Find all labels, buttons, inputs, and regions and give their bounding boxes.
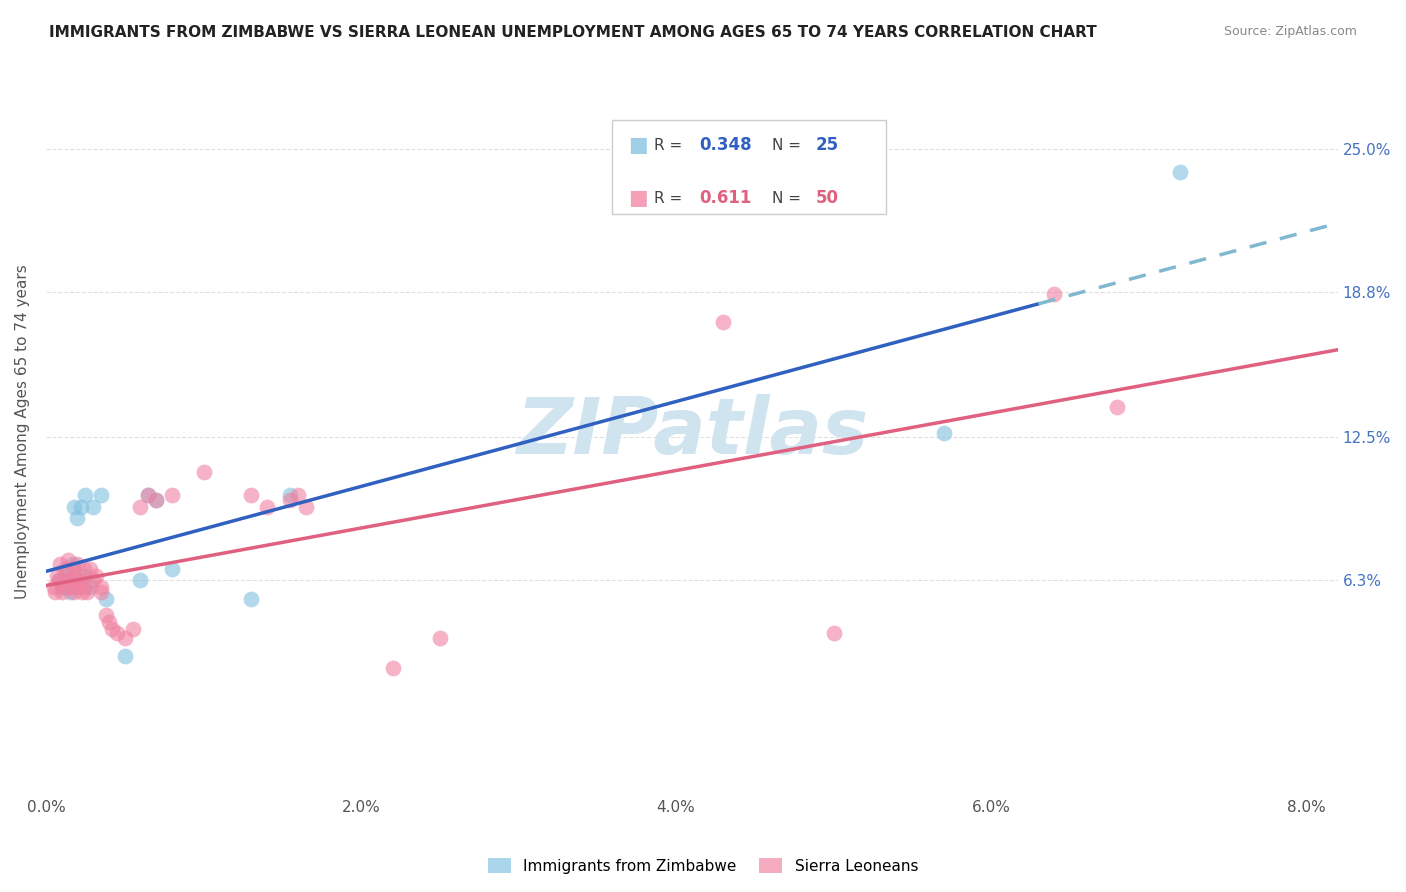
Point	[59, 584, 82, 599]
Text: Source: ZipAtlas.com: Source: ZipAtlas.com	[1223, 25, 1357, 38]
Point	[138, 488, 160, 502]
Point	[55, 580, 77, 594]
Point	[295, 500, 318, 514]
Point	[49, 557, 72, 571]
Text: 0.348: 0.348	[699, 136, 751, 154]
Text: 50: 50	[815, 189, 838, 207]
Point	[90, 488, 112, 502]
Point	[82, 574, 104, 588]
Point	[62, 562, 84, 576]
Text: 25: 25	[815, 136, 838, 154]
Text: 0.611: 0.611	[699, 189, 751, 207]
Point	[429, 631, 451, 645]
Point	[65, 580, 87, 594]
Point	[79, 580, 101, 594]
Point	[94, 607, 117, 622]
Point	[60, 574, 83, 588]
Point	[53, 562, 76, 576]
Point	[1107, 401, 1129, 415]
Text: IMMIGRANTS FROM ZIMBABWE VS SIERRA LEONEAN UNEMPLOYMENT AMONG AGES 65 TO 74 YEAR: IMMIGRANTS FROM ZIMBABWE VS SIERRA LEONE…	[49, 25, 1097, 40]
Point	[90, 584, 112, 599]
Point	[932, 425, 955, 440]
Point	[287, 488, 309, 502]
Point	[1043, 287, 1066, 301]
Point	[63, 568, 86, 582]
Point	[145, 492, 167, 507]
Point	[66, 557, 89, 571]
Point	[1168, 165, 1191, 179]
Point	[48, 574, 70, 588]
Point	[98, 615, 121, 629]
Text: ■: ■	[628, 136, 648, 155]
Point	[160, 488, 183, 502]
Point	[193, 465, 215, 479]
Point	[114, 649, 136, 664]
Point	[79, 562, 101, 576]
Point	[239, 591, 262, 606]
Point	[76, 584, 98, 599]
Point	[278, 488, 301, 502]
Point	[75, 488, 97, 502]
Point	[46, 568, 69, 582]
Point	[42, 580, 65, 594]
Point	[48, 574, 70, 588]
Point	[239, 488, 262, 502]
Point	[69, 500, 91, 514]
Point	[73, 568, 96, 582]
Point	[69, 574, 91, 588]
Point	[56, 562, 79, 576]
Point	[56, 552, 79, 566]
Point	[52, 574, 75, 588]
Point	[51, 584, 73, 599]
Text: N =: N =	[772, 191, 806, 205]
Point	[101, 622, 124, 636]
Point	[278, 492, 301, 507]
Point	[138, 488, 160, 502]
Point	[75, 580, 97, 594]
Point	[90, 580, 112, 594]
Point	[53, 568, 76, 582]
Point	[66, 574, 89, 588]
Point	[121, 622, 143, 636]
Point	[73, 562, 96, 576]
Point	[160, 562, 183, 576]
Point	[381, 661, 404, 675]
Text: ZIPatlas: ZIPatlas	[516, 393, 868, 469]
Point	[62, 557, 84, 571]
Point	[145, 492, 167, 507]
Text: N =: N =	[772, 138, 806, 153]
Point	[711, 315, 734, 329]
Point	[51, 580, 73, 594]
Point	[44, 584, 66, 599]
Point	[129, 574, 152, 588]
Point	[66, 511, 89, 525]
Point	[94, 591, 117, 606]
Text: R =: R =	[654, 191, 692, 205]
Text: ■: ■	[628, 188, 648, 208]
Y-axis label: Unemployment Among Ages 65 to 74 years: Unemployment Among Ages 65 to 74 years	[15, 264, 30, 599]
Text: R =: R =	[654, 138, 688, 153]
Point	[256, 500, 278, 514]
Point	[60, 580, 83, 594]
Point	[105, 626, 128, 640]
Point	[63, 584, 86, 599]
Point	[86, 568, 108, 582]
Point	[82, 500, 104, 514]
Point	[70, 584, 93, 599]
Legend: Immigrants from Zimbabwe, Sierra Leoneans: Immigrants from Zimbabwe, Sierra Leonean…	[482, 852, 924, 880]
Point	[823, 626, 845, 640]
Point	[59, 574, 82, 588]
Point	[129, 500, 152, 514]
Point	[114, 631, 136, 645]
Point	[63, 500, 86, 514]
